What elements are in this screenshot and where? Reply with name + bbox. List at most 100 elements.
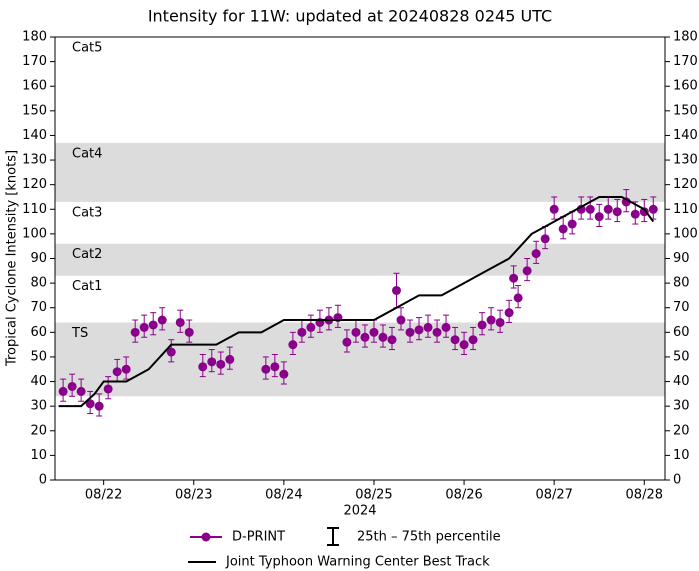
category-label: Cat4: [72, 146, 102, 161]
legend-label: Joint Typhoon Warning Center Best Track: [225, 555, 490, 570]
data-point: [139, 322, 149, 332]
data-point: [549, 204, 559, 214]
x-axis-label: 2024: [343, 504, 376, 519]
data-point: [157, 315, 167, 325]
y2-tick-label: 80: [673, 276, 690, 291]
data-point: [148, 320, 158, 330]
data-point: [216, 359, 226, 369]
y-tick-label: 60: [30, 325, 47, 340]
y-tick-label: 160: [22, 79, 47, 94]
data-point: [306, 322, 316, 332]
y2-tick-label: 90: [673, 251, 690, 266]
y2-tick-label: 40: [673, 374, 690, 389]
y-tick-label: 40: [30, 374, 47, 389]
data-point: [175, 317, 185, 327]
category-label: Cat1: [72, 279, 102, 294]
y-tick-label: 140: [22, 128, 47, 143]
category-band: [55, 243, 665, 276]
data-point: [288, 340, 298, 350]
data-point: [585, 204, 595, 214]
data-point: [67, 381, 77, 391]
data-point: [450, 335, 460, 345]
x-tick-label: 08/27: [535, 488, 572, 503]
data-point: [387, 335, 397, 345]
data-point: [130, 327, 140, 337]
y2-tick-label: 20: [673, 423, 690, 438]
y-tick-label: 80: [30, 276, 47, 291]
data-point: [76, 386, 86, 396]
data-point: [612, 207, 622, 217]
legend-label: 25th – 75th percentile: [357, 530, 501, 545]
y-tick-label: 150: [22, 103, 47, 118]
x-tick-label: 08/28: [626, 488, 663, 503]
y2-tick-label: 140: [673, 128, 698, 143]
data-point: [166, 347, 176, 357]
data-point: [432, 327, 442, 337]
data-point: [351, 327, 361, 337]
y2-tick-label: 110: [673, 202, 698, 217]
data-point: [121, 364, 131, 374]
data-point: [423, 322, 433, 332]
data-point: [504, 308, 514, 318]
data-point: [509, 273, 519, 283]
y-tick-label: 30: [30, 399, 47, 414]
x-tick-label: 08/24: [265, 488, 302, 503]
data-point: [567, 219, 577, 229]
legend-marker: [201, 532, 211, 542]
y-tick-label: 70: [30, 300, 47, 315]
category-label: Cat3: [72, 205, 102, 220]
y2-tick-label: 170: [673, 54, 698, 69]
data-point: [630, 209, 640, 219]
best-track-line: [58, 195, 655, 408]
x-tick-label: 08/22: [85, 488, 122, 503]
data-point: [603, 204, 613, 214]
y-tick-label: 50: [30, 349, 47, 364]
data-point: [594, 212, 604, 222]
data-point: [378, 332, 388, 342]
y-tick-label: 130: [22, 153, 47, 168]
data-point: [648, 204, 658, 214]
data-point: [558, 224, 568, 234]
y2-tick-label: 160: [673, 79, 698, 94]
data-point: [477, 320, 487, 330]
y-axis-label: Tropical Cyclone Intensity [knots]: [5, 150, 20, 367]
data-point: [486, 315, 496, 325]
y-tick-label: 100: [22, 226, 47, 241]
category-band: [55, 142, 665, 202]
data-point: [391, 285, 401, 295]
data-point: [58, 386, 68, 396]
y-tick-label: 10: [30, 448, 47, 463]
category-label: Cat2: [72, 247, 102, 262]
data-point: [441, 322, 451, 332]
y2-tick-label: 100: [673, 226, 698, 241]
data-point: [360, 332, 370, 342]
y2-tick-label: 10: [673, 448, 690, 463]
data-point: [94, 401, 104, 411]
plot-frame: [54, 36, 666, 481]
data-point: [342, 337, 352, 347]
data-point: [198, 362, 208, 372]
data-point: [103, 384, 113, 394]
y2-tick-label: 70: [673, 300, 690, 315]
data-point: [414, 325, 424, 335]
data-point: [207, 357, 217, 367]
y-tick-label: 180: [22, 30, 47, 45]
data-point: [540, 234, 550, 244]
data-point: [513, 293, 523, 303]
x-tick-label: 08/26: [445, 488, 482, 503]
data-point: [531, 249, 541, 259]
data-point: [468, 335, 478, 345]
y2-tick-label: 150: [673, 103, 698, 118]
legend-label: D-PRINT: [232, 530, 285, 545]
y-tick-label: 120: [22, 177, 47, 192]
data-point: [459, 340, 469, 350]
data-point: [261, 364, 271, 374]
y2-tick-label: 50: [673, 349, 690, 364]
data-point: [396, 315, 406, 325]
data-point: [225, 354, 235, 364]
y2-tick-label: 120: [673, 177, 698, 192]
data-point: [297, 327, 307, 337]
data-point: [495, 317, 505, 327]
y-tick-label: 20: [30, 423, 47, 438]
